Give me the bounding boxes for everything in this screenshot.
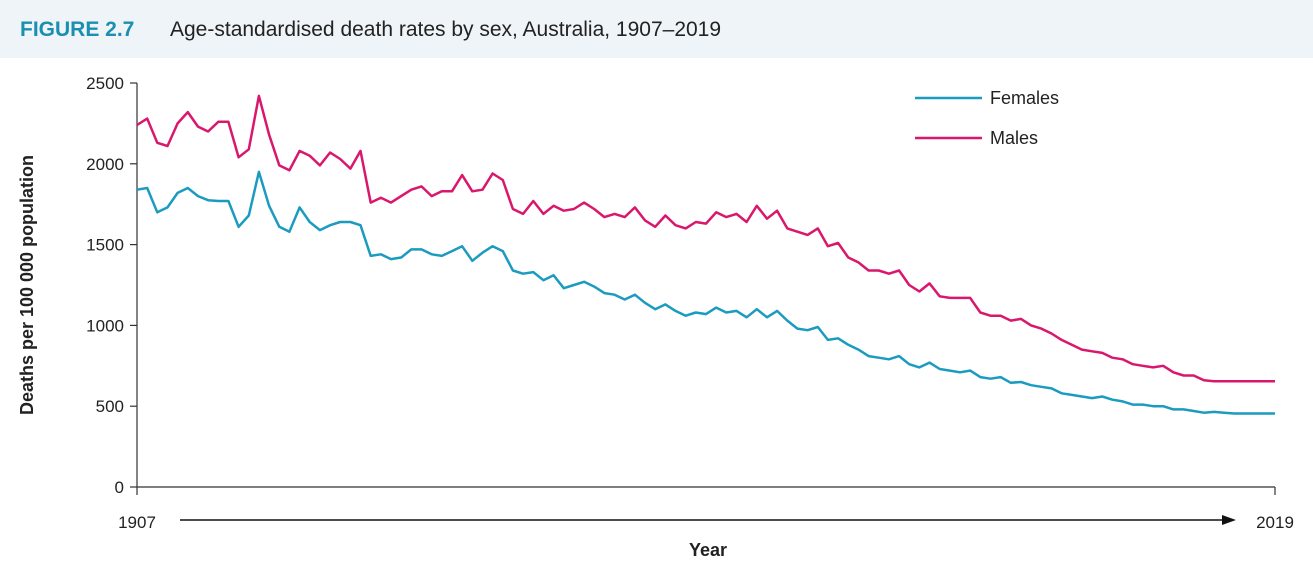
figure-caption: Age-standardised death rates by sex, Aus…: [170, 18, 722, 41]
title-bar: FIGURE 2.7 Age-standardised death rates …: [0, 0, 1313, 58]
y-tick-label: 0: [115, 478, 124, 497]
y-tick-label: 2500: [86, 74, 124, 93]
y-tick-label: 1500: [86, 236, 124, 255]
legend-label-females: Females: [990, 88, 1059, 108]
series-line-males: [136, 94, 1275, 383]
y-tick-label: 1000: [86, 316, 124, 335]
x-arrow-head: [1222, 515, 1236, 525]
y-tick-label: 2000: [86, 155, 124, 174]
figure-number: FIGURE 2.7: [20, 18, 135, 41]
series-line-females: [136, 170, 1275, 415]
y-axis-title: Deaths per 100 000 population: [17, 155, 37, 415]
legend-label-males: Males: [990, 128, 1038, 148]
y-axis-ticks: 0 500 1000 1500 2000 2500: [86, 74, 137, 497]
axes: [136, 83, 1276, 525]
y-tick-label: 500: [96, 397, 124, 416]
series-lines: [136, 94, 1275, 415]
x-end-label: 2019: [1256, 513, 1294, 532]
x-start-label: 1907: [118, 513, 156, 532]
x-axis-title: Year: [689, 540, 727, 560]
legend: Females Males: [915, 88, 1059, 148]
